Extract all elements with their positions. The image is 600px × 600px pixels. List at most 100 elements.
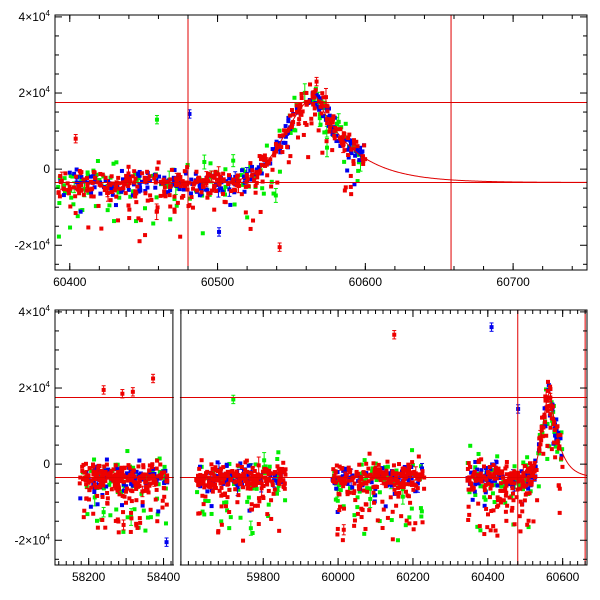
data-point-red <box>116 530 121 535</box>
data-point-red <box>342 506 347 511</box>
data-point-red <box>343 185 348 190</box>
data-point-red <box>254 170 259 175</box>
data-point-blue <box>197 186 202 191</box>
data-point-blue <box>216 188 221 193</box>
data-point-red <box>185 165 190 170</box>
data-point-red <box>304 90 309 95</box>
data-point-red <box>368 472 373 477</box>
data-point-blue <box>104 457 109 462</box>
data-point-red <box>551 416 556 421</box>
data-point-green <box>261 191 266 196</box>
data-point-green <box>473 465 478 470</box>
data-point-red <box>397 462 402 467</box>
data-point-red <box>420 469 425 474</box>
data-point-red <box>198 178 203 183</box>
data-point-green <box>520 487 525 492</box>
data-point-red <box>84 482 89 487</box>
data-point-red <box>234 183 239 188</box>
data-point-red <box>493 465 498 470</box>
data-point-red <box>543 394 548 399</box>
data-point-red <box>68 204 73 209</box>
data-point-red <box>339 139 344 144</box>
data-point-red <box>524 491 529 496</box>
data-point-red <box>243 210 248 215</box>
data-point-red <box>367 451 372 456</box>
data-point-red <box>235 500 240 505</box>
data-point-blue <box>137 458 142 463</box>
data-point-blue <box>334 139 339 144</box>
data-point-red <box>154 487 159 492</box>
data-point-red <box>517 514 522 519</box>
data-point-red <box>152 176 157 181</box>
data-point-red <box>182 184 187 189</box>
data-point-red <box>500 469 505 474</box>
data-point-green <box>275 456 280 461</box>
x-tick-label: 59800 <box>247 570 281 584</box>
data-point-red <box>352 481 357 486</box>
data-point-red <box>504 478 509 483</box>
data-point-red <box>255 503 260 508</box>
data-point-red <box>405 493 410 498</box>
data-point-red <box>83 461 88 466</box>
data-point-green <box>118 489 123 494</box>
data-point-red <box>465 478 470 483</box>
data-point-blue <box>114 466 119 471</box>
data-point-red <box>389 480 394 485</box>
data-point-red <box>521 471 526 476</box>
data-point-red <box>401 467 406 472</box>
data-point-red <box>92 170 97 175</box>
data-point-red <box>197 466 202 471</box>
data-point-blue <box>157 174 162 179</box>
data-point-red <box>318 104 323 109</box>
data-point-red <box>146 177 151 182</box>
data-point-red <box>105 501 110 506</box>
data-point-red <box>522 498 527 503</box>
data-point-red <box>176 177 181 182</box>
data-point-green <box>202 160 207 165</box>
data-point-blue <box>283 140 288 145</box>
data-point-red <box>103 525 108 530</box>
data-point-red <box>334 463 339 468</box>
data-point-red <box>410 480 415 485</box>
data-point-red <box>264 162 269 167</box>
data-point-red <box>86 225 91 230</box>
data-point-red <box>164 502 169 507</box>
data-point-red <box>109 476 114 481</box>
data-point-red <box>361 156 366 161</box>
data-point-red <box>150 462 155 467</box>
data-point-blue <box>558 436 563 441</box>
data-point-green <box>335 498 340 503</box>
data-point-red <box>252 469 257 474</box>
data-point-red <box>205 175 210 180</box>
data-point-red <box>182 169 187 174</box>
data-point-red <box>99 183 104 188</box>
data-point-blue <box>187 111 192 116</box>
data-point-red <box>123 191 128 196</box>
data-point-green <box>553 444 558 449</box>
data-point-red <box>557 486 562 491</box>
data-point-red <box>227 510 232 515</box>
data-point-green <box>495 454 500 459</box>
data-point-red <box>365 489 370 494</box>
data-point-blue <box>278 150 283 155</box>
data-point-red <box>251 218 256 223</box>
data-point-red <box>128 488 133 493</box>
data-point-red <box>81 177 86 182</box>
data-point-red <box>278 470 283 475</box>
data-point-red <box>113 482 118 487</box>
data-point-green <box>352 513 357 518</box>
data-point-blue <box>137 183 142 188</box>
data-point-blue <box>354 149 359 154</box>
data-point-green <box>555 449 560 454</box>
data-point-red <box>371 461 376 466</box>
data-point-red <box>298 102 303 107</box>
data-point-red <box>277 245 282 250</box>
data-point-green <box>560 447 565 452</box>
data-point-red <box>223 471 228 476</box>
data-point-blue <box>120 177 125 182</box>
data-point-red <box>496 466 501 471</box>
data-point-red <box>256 522 261 527</box>
data-point-green <box>342 159 347 164</box>
data-point-red <box>328 125 333 130</box>
data-point-red <box>111 478 116 483</box>
